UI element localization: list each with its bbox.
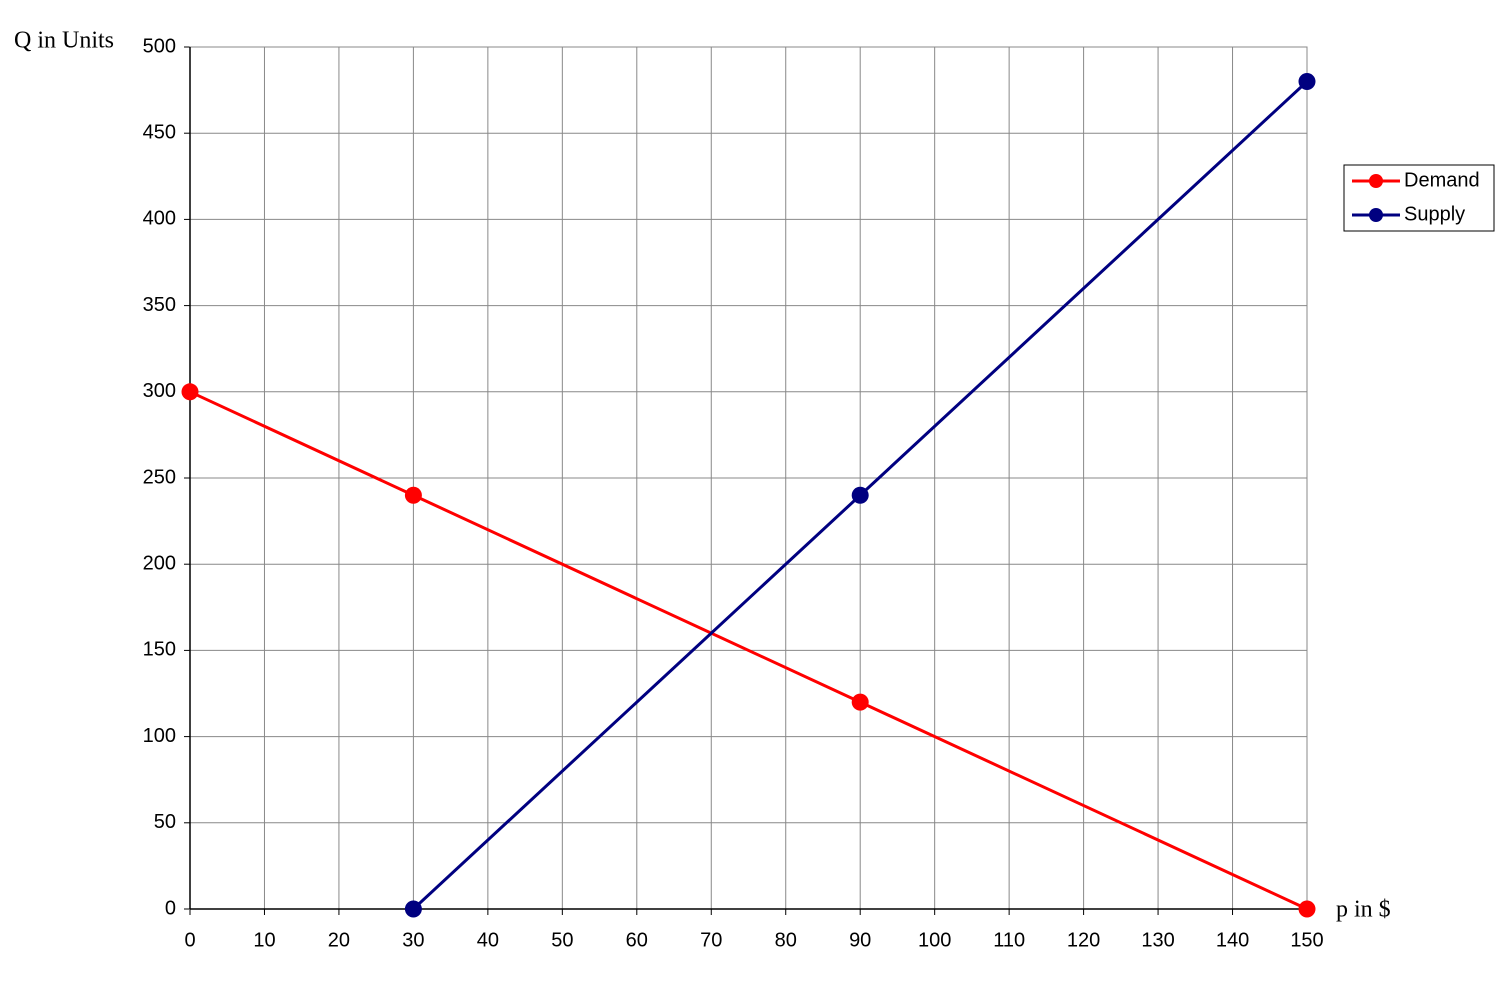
legend-box xyxy=(1343,164,1495,232)
series-line xyxy=(189,390,1308,911)
y-tick-label: 350 xyxy=(143,294,176,316)
x-tick-label: 70 xyxy=(700,929,722,951)
x-tick-label: 90 xyxy=(849,929,871,951)
x-tick-label: 60 xyxy=(626,929,648,951)
legend-marker xyxy=(1369,174,1383,188)
x-tick-label: 80 xyxy=(775,929,797,951)
y-tick-label: 150 xyxy=(143,639,176,661)
y-tick-label: 200 xyxy=(143,552,176,574)
x-tick-label: 50 xyxy=(551,929,573,951)
y-tick-label: 0 xyxy=(165,897,176,919)
x-tick-label: 150 xyxy=(1290,929,1323,951)
x-axis-label: p in $ xyxy=(1336,897,1391,923)
y-tick-label: 450 xyxy=(143,121,176,143)
x-tick-label: 130 xyxy=(1141,929,1174,951)
x-tick-label: 20 xyxy=(328,929,350,951)
data-point xyxy=(181,383,199,401)
data-point xyxy=(1298,900,1316,918)
data-point xyxy=(1298,72,1316,90)
x-tick-label: 120 xyxy=(1067,929,1100,951)
x-tick-label: 10 xyxy=(253,929,275,951)
y-tick-label: 500 xyxy=(143,35,176,57)
y-tick-label: 400 xyxy=(143,208,176,230)
x-tick-label: 140 xyxy=(1216,929,1249,951)
y-tick-label: 50 xyxy=(154,811,176,833)
x-tick-label: 100 xyxy=(918,929,951,951)
x-tick-label: 40 xyxy=(477,929,499,951)
data-point xyxy=(851,486,869,504)
x-tick-label: 110 xyxy=(993,929,1025,951)
data-point xyxy=(851,693,869,711)
legend-label: Demand xyxy=(1404,169,1480,191)
data-point xyxy=(404,900,422,918)
y-axis-label: Q in Units xyxy=(14,28,114,54)
y-tick-label: 100 xyxy=(143,725,176,747)
legend-marker xyxy=(1369,208,1383,222)
x-tick-label: 0 xyxy=(184,929,195,951)
x-tick-label: 30 xyxy=(402,929,424,951)
y-tick-label: 300 xyxy=(143,380,176,402)
data-point xyxy=(404,486,422,504)
y-tick-label: 250 xyxy=(143,466,176,488)
legend-label: Supply xyxy=(1404,203,1465,225)
